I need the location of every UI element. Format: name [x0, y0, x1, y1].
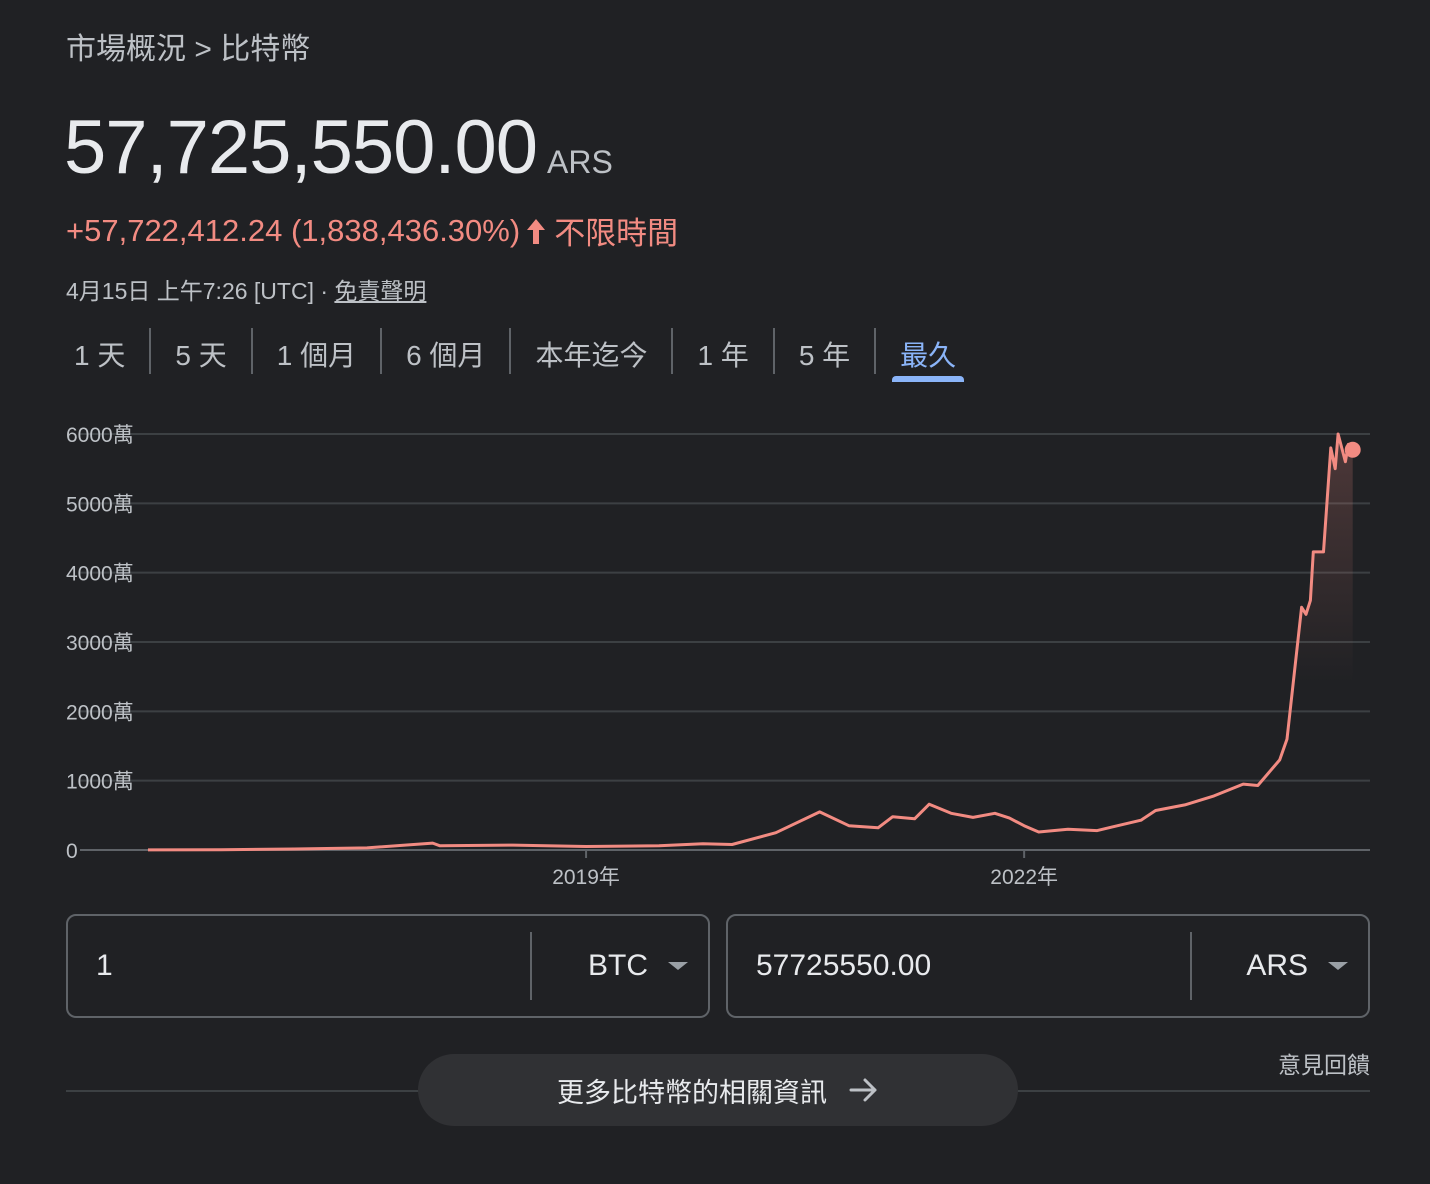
last-point-marker [1344, 441, 1361, 458]
tab-label: 最久 [900, 340, 957, 371]
tab-label: 1 天 [74, 340, 126, 371]
y-tick-label: 3000萬 [66, 632, 134, 655]
series-area [148, 434, 1353, 850]
change-period: 不限時間 [554, 216, 679, 251]
tab-1-year[interactable]: 1 年 [689, 328, 756, 384]
breadcrumb: 市場概況 > 比特幣 [66, 24, 310, 68]
tab-max[interactable]: 最久 [892, 328, 965, 384]
meta-separator: · [320, 278, 329, 304]
change-amount: +57,722,412.24 (1,838,436.30%) [66, 212, 521, 248]
to-currency-select[interactable]: ARS [1192, 949, 1368, 983]
converter-divider [530, 932, 532, 1000]
tab-divider [772, 328, 775, 374]
from-currency-select[interactable]: BTC [532, 949, 708, 983]
y-tick-label: 4000萬 [66, 563, 134, 586]
converter-from: 1 BTC [66, 914, 710, 1018]
price-value: 57,725,550.00 [64, 105, 538, 190]
to-currency-label: ARS [1246, 949, 1308, 982]
tab-label: 5 年 [798, 340, 851, 371]
timestamp: 4月15日 上午7:26 [UTC] [66, 278, 314, 304]
feedback-link[interactable]: 意見回饋 [1278, 1052, 1370, 1078]
x-tick-label: 2019年 [552, 866, 620, 889]
y-tick-label: 2000萬 [66, 701, 134, 724]
caret-down-icon [668, 962, 688, 970]
arrow-right-icon [849, 1078, 877, 1102]
tab-divider [149, 328, 152, 374]
price-row: 57,725,550.00 ARS [64, 104, 613, 191]
price-currency: ARS [547, 144, 613, 180]
converter-to: 57725550.00 ARS [726, 914, 1370, 1018]
more-info-label: 更多比特幣的相關資訊 [557, 1077, 827, 1108]
tab-divider [380, 328, 383, 374]
tab-divider [874, 328, 877, 374]
tab-1-day[interactable]: 1 天 [66, 328, 133, 384]
y-tick-label: 5000萬 [66, 493, 134, 516]
from-currency-label: BTC [588, 949, 648, 982]
meta-row: 4月15日 上午7:26 [UTC] · 免責聲明 [66, 272, 426, 306]
breadcrumb-separator: > [194, 33, 212, 66]
converter-divider [1190, 932, 1192, 1000]
time-range-tabs: 1 天 5 天 1 個月 6 個月 本年迄今 1 年 5 年 最久 [66, 328, 965, 384]
price-change: +57,722,412.24 (1,838,436.30%) 不限時間 [66, 208, 678, 253]
tab-divider [671, 328, 674, 374]
tab-label: 本年迄今 [535, 340, 648, 371]
x-tick-label: 2022年 [990, 866, 1058, 889]
tab-6-months[interactable]: 6 個月 [398, 328, 493, 384]
tab-ytd[interactable]: 本年迄今 [527, 328, 655, 384]
tab-label: 5 天 [175, 340, 227, 371]
price-chart[interactable]: 0 1000萬 2000萬 3000萬 4000萬 5000萬 6000萬 2019年 2022… [0, 400, 1430, 900]
tab-label: 1 年 [697, 340, 749, 371]
series-line [147, 432, 1354, 852]
tab-divider [509, 328, 512, 374]
breadcrumb-current: 比特幣 [220, 33, 311, 66]
y-tick-label: 1000萬 [66, 771, 134, 794]
breadcrumb-parent[interactable]: 市場概況 [66, 33, 186, 66]
tab-divider [250, 328, 253, 374]
tab-5-years[interactable]: 5 年 [791, 328, 858, 384]
from-amount-input[interactable]: 1 [96, 949, 113, 982]
caret-down-icon [1328, 962, 1348, 970]
y-tick-label: 0 [66, 840, 78, 863]
arrow-up-icon [527, 218, 546, 244]
y-tick-label: 6000萬 [66, 424, 134, 447]
disclaimer-link[interactable]: 免責聲明 [334, 278, 427, 304]
tab-label: 6 個月 [406, 340, 486, 371]
tab-label: 1 個月 [276, 340, 357, 371]
tab-1-month[interactable]: 1 個月 [269, 328, 364, 384]
more-info-button[interactable]: 更多比特幣的相關資訊 [418, 1054, 1018, 1126]
tab-5-days[interactable]: 5 天 [167, 328, 234, 384]
to-amount-input[interactable]: 57725550.00 [756, 949, 932, 982]
